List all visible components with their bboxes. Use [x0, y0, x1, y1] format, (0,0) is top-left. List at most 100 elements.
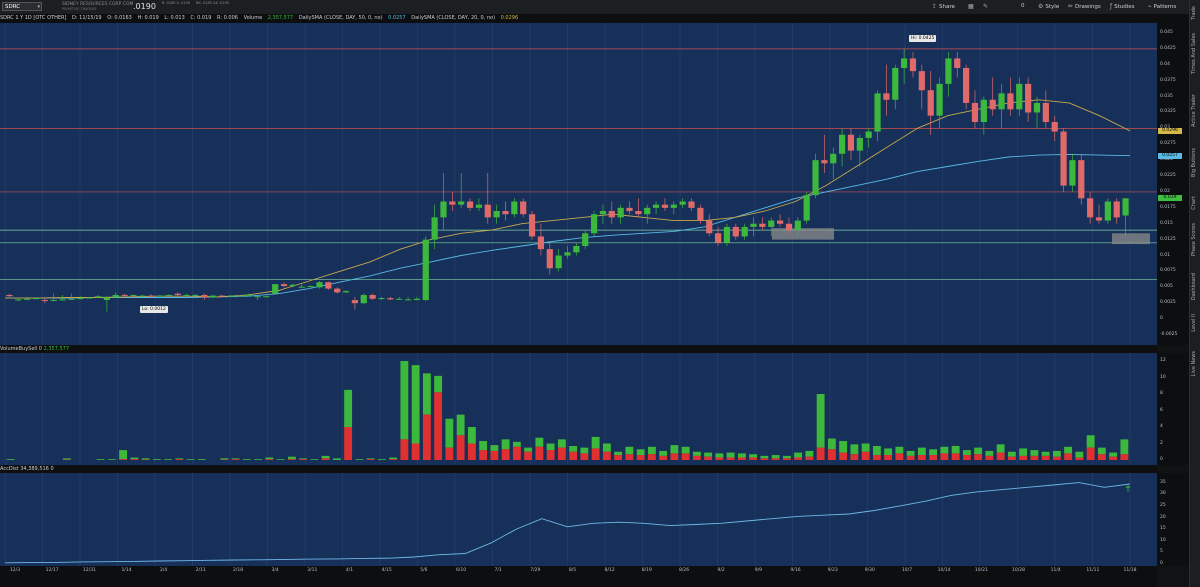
volume-buy-bar [242, 459, 251, 460]
share-button[interactable]: ⇪ Share [932, 2, 955, 11]
candle-body [254, 296, 261, 298]
sidebar-tab[interactable]: Live News [1191, 351, 1197, 377]
price-axis-label: 0.0175 [1160, 204, 1176, 210]
candle-body [210, 295, 217, 298]
accdist-axis-label: 30 [1160, 491, 1166, 497]
volume-sell-bar [895, 453, 904, 460]
date-axis[interactable]: 12/3 12/17 12/31 1/14 2/4 2/11 2/18 3/4 3/11 4/1 4… [0, 566, 1157, 587]
candle-body [750, 223, 757, 227]
sidebar-tab[interactable]: Big Buttons [1191, 148, 1197, 178]
studies-button[interactable]: ƒ Studies [1110, 2, 1135, 11]
right-sidebar: Trade Times And Sales Active Trader Big But… [1189, 0, 1200, 587]
sidebar-tab[interactable]: Active Trader [1191, 94, 1197, 127]
candle-body [32, 298, 40, 300]
price-chart[interactable] [0, 23, 1157, 345]
low-label: Lo: 0.0012 [140, 306, 168, 313]
price-axis-label: 0.02 [1160, 188, 1171, 194]
sidebar-tab[interactable]: Chart [1191, 195, 1197, 210]
volume-sell-bar [647, 454, 656, 460]
volume-buy-bar [906, 450, 915, 456]
draw-tool-button[interactable]: ✎ [983, 2, 990, 11]
candle-body [396, 298, 403, 300]
sidebar-tab[interactable]: Phase Scores [1191, 222, 1197, 256]
candle-body [1122, 198, 1129, 216]
up-arrow-icon [1125, 485, 1131, 492]
volume-axis-label: 0 [1160, 457, 1163, 462]
price-axis-label: 0.0275 [1160, 141, 1176, 147]
date-axis-label: 10/7 [901, 568, 913, 573]
accdist-axis[interactable]: 35 30 25 20 15 10 5 0 [1157, 473, 1189, 566]
candle-body [192, 294, 199, 296]
sidebar-tab[interactable]: Times And Sales [1191, 33, 1197, 75]
accdist-pane[interactable] [0, 473, 1157, 566]
gear-icon: ⚙ [1038, 3, 1044, 10]
volume-sell-bar [569, 451, 578, 460]
volume-buy-bar [929, 449, 938, 456]
sidebar-tab[interactable]: Dashboard [1191, 273, 1197, 301]
volume-axis[interactable]: 12 10 8 6 4 2 0 [1157, 353, 1189, 465]
candle-body [564, 252, 571, 256]
patterns-icon: ⌁ [1148, 3, 1152, 10]
candle-body [1060, 131, 1067, 186]
sma20-label[interactable]: DailySMA (CLOSE, DAY, 20, 0, no) [411, 15, 496, 21]
grid-button[interactable]: ▦ [968, 2, 976, 11]
chevron-down-icon[interactable]: ▾ [37, 4, 40, 10]
volume-sell-bar [692, 455, 701, 460]
volume-sell-bar [1120, 454, 1129, 460]
volume-sell-bar [659, 455, 668, 460]
patterns-button[interactable]: ⌁ Patterns [1148, 2, 1176, 11]
candle-body [466, 201, 474, 208]
volume-sell-bar [737, 457, 746, 460]
accdist-line [4, 482, 1131, 564]
candle-body [458, 201, 465, 205]
bar-low: L: 0.013 [164, 15, 185, 21]
volume-buy-bar [96, 459, 105, 460]
candle-body [812, 160, 819, 196]
accdist-axis-label: 20 [1160, 514, 1166, 520]
price-pane[interactable]: Hi: 0.0425 Lo: 0.0012 [0, 23, 1157, 345]
volume-pane[interactable] [0, 353, 1157, 465]
volume-sell-bar [287, 459, 296, 460]
volume-sell-bar [1041, 455, 1050, 460]
price-axis[interactable]: 0.0450.04250.040.03750.0350.03250.030.02… [1157, 23, 1189, 345]
volume-sell-bar [1052, 456, 1061, 460]
sidebar-tab[interactable]: Trade [1191, 6, 1197, 20]
candle-body [511, 201, 518, 215]
sma50-label[interactable]: DailySMA (CLOSE, DAY, 50, 0, no) [298, 15, 383, 21]
chart-title[interactable]: SDRC 1 Y 1D [OTC OTHER] [0, 15, 67, 21]
volume-pane-title[interactable]: VolumeBuySell [0, 346, 38, 352]
accdist-pane-title[interactable]: AccDist [0, 466, 19, 472]
volume-chart[interactable] [0, 353, 1157, 465]
candle-body [307, 286, 314, 288]
volume-buy-bar [591, 436, 600, 449]
candle-body [431, 217, 438, 240]
bar-close: C: 0.019 [190, 15, 212, 21]
company-name: SIDNEY RESOURCES CORP COM [62, 2, 134, 7]
sidebar-tab[interactable]: Level II [1191, 314, 1197, 332]
volume-buy-bar [1041, 451, 1050, 456]
volume-buy-bar [760, 455, 769, 459]
candle-body [670, 204, 677, 208]
candle-body [148, 295, 155, 297]
volume-sell-bar [816, 447, 825, 460]
candle-body [697, 207, 704, 221]
volume-sell-bar [704, 456, 713, 460]
volume-buy-bar [602, 443, 611, 452]
drawings-button[interactable]: ✏ Drawings [1068, 2, 1101, 11]
volume-sell-bar [344, 427, 353, 460]
style-button[interactable]: ⚙ Style [1038, 2, 1059, 11]
zero-counter[interactable]: 0 [1021, 3, 1025, 9]
last-price: .0190 [133, 2, 156, 11]
symbol-input[interactable]: SDRC ▾ [2, 2, 42, 11]
date-axis-label: 9/30 [864, 568, 875, 573]
volume-sell-bar [985, 455, 994, 460]
accdist-chart[interactable] [0, 473, 1157, 566]
volume-buy-bar [276, 459, 285, 460]
date-axis-label: 4/15 [381, 568, 392, 573]
top-toolbar: SDRC ▾ SIDNEY RESOURCES CORP COM PRIMITI… [0, 0, 1200, 15]
volume-sell-bar [591, 448, 600, 460]
volume-buy-bar [659, 450, 668, 456]
accdist-axis-label: 25 [1160, 502, 1166, 508]
candle-body [280, 284, 288, 287]
volume-buy-bar [917, 447, 926, 456]
